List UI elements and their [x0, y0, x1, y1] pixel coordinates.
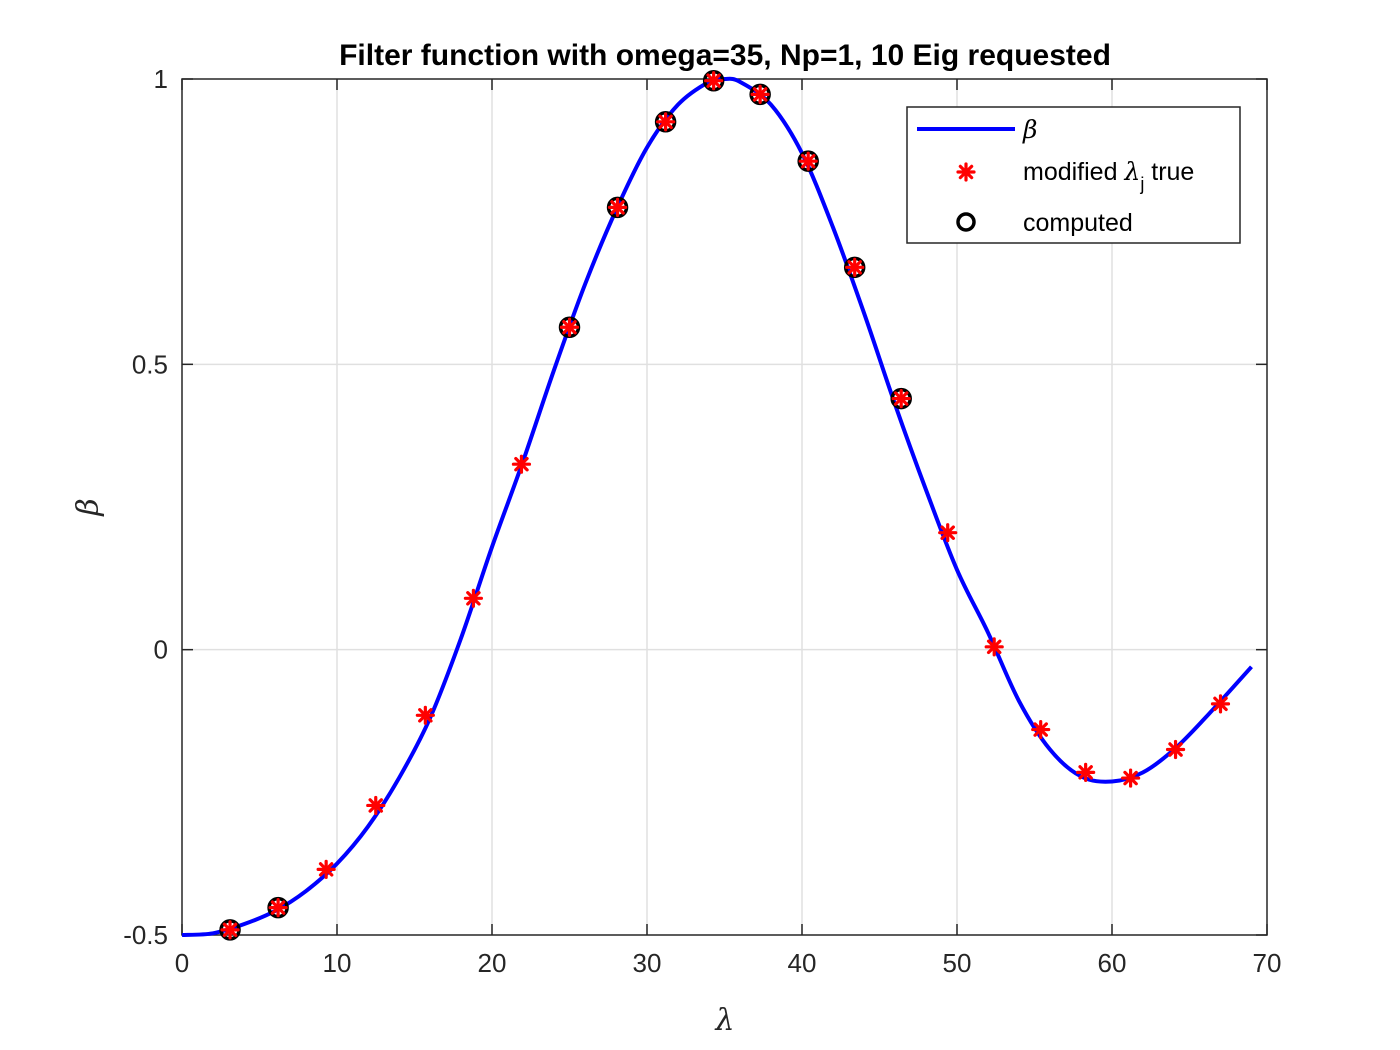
asterisk-stroke [610, 200, 625, 215]
series-layer [181, 69, 1253, 941]
true-marker [845, 257, 865, 277]
true-marker [463, 588, 483, 608]
true-marker [655, 112, 676, 132]
true-marker [704, 71, 724, 91]
x-tick-label: 40 [788, 948, 817, 978]
true-marker [750, 84, 770, 105]
y-tick-label: 1 [154, 64, 168, 94]
legend-entry-subscript: j [1139, 174, 1144, 194]
legend-entry-beta: β [1022, 115, 1037, 144]
asterisk-stroke [1123, 770, 1138, 786]
legend-asterisk-mark [956, 162, 976, 182]
true-marker [1076, 762, 1096, 782]
x-tick-label: 10 [323, 948, 352, 978]
asterisk-stroke [1033, 722, 1048, 737]
asterisk-stroke [466, 591, 481, 606]
asterisk-stroke [270, 900, 286, 915]
x-gridlines [336, 79, 1113, 935]
true-marker [1165, 739, 1186, 760]
x-tick-label: 0 [175, 948, 189, 978]
asterisk-stroke [800, 153, 816, 169]
x-axis-label: λ [714, 1003, 734, 1038]
asterisk-stroke [940, 525, 955, 540]
asterisk-stroke [514, 456, 529, 472]
true-marker [984, 637, 1004, 657]
asterisk-stroke [1213, 696, 1228, 712]
asterisk-stroke [222, 922, 238, 938]
legend-entry-modified-true: modified λj true [1023, 157, 1194, 194]
x-tick-label: 20 [478, 948, 507, 978]
asterisk-stroke [1168, 742, 1183, 757]
legend-entry-modified-suffix: true [1144, 158, 1194, 186]
y-axis-label: β [71, 498, 106, 516]
asterisk-stroke [958, 164, 974, 180]
asterisk-stroke [562, 319, 577, 335]
y-gridlines [182, 363, 1267, 651]
true-marker [1120, 768, 1141, 788]
legend-entry-computed: computed [1023, 209, 1133, 237]
true-marker [798, 151, 818, 171]
asterisk-stroke [893, 391, 909, 406]
asterisk-stroke [318, 862, 334, 877]
y-tick-labels: -0.5 0 0.5 1 [123, 64, 168, 950]
y-tick-label: -0.5 [123, 920, 168, 950]
asterisk-stroke [706, 73, 721, 88]
chart-title: Filter function with omega=35, Np=1, 10 … [339, 39, 1111, 72]
true-marker [415, 705, 435, 725]
true-marker [316, 859, 336, 879]
x-tick-label: 30 [633, 948, 662, 978]
x-tick-labels: 0 10 20 30 40 50 60 70 [175, 948, 1282, 978]
x-tick-label: 50 [943, 948, 972, 978]
asterisk-stroke [986, 639, 1002, 655]
x-tick-label: 60 [1098, 948, 1127, 978]
legend-entry-modified-prefix: modified [1023, 158, 1124, 186]
legend-asterisk-swatch [956, 162, 976, 182]
asterisk-stroke [418, 708, 433, 723]
x-tick-label: 70 [1253, 948, 1282, 978]
asterisk-stroke [752, 87, 768, 102]
true-marker [511, 454, 532, 474]
legend-entry-lambda: λ [1123, 157, 1140, 186]
true-marker [607, 197, 628, 217]
true-marker [268, 898, 288, 918]
legend: β modified λj true computed [906, 106, 1241, 244]
asterisk-stroke [1078, 765, 1093, 780]
true-marker [559, 317, 580, 337]
asterisk-stroke [847, 260, 862, 275]
y-tick-label: 0.5 [132, 349, 168, 379]
asterisk-stroke [658, 114, 673, 130]
y-tick-label: 0 [154, 635, 168, 665]
true-marker [1210, 694, 1231, 714]
legend-circle-swatch [956, 212, 976, 232]
true-marker [891, 388, 911, 409]
true-marker [1031, 719, 1051, 740]
true-marker [938, 523, 958, 543]
asterisk-stroke [368, 798, 384, 813]
true-marker [220, 920, 240, 940]
true-marker [366, 795, 386, 816]
